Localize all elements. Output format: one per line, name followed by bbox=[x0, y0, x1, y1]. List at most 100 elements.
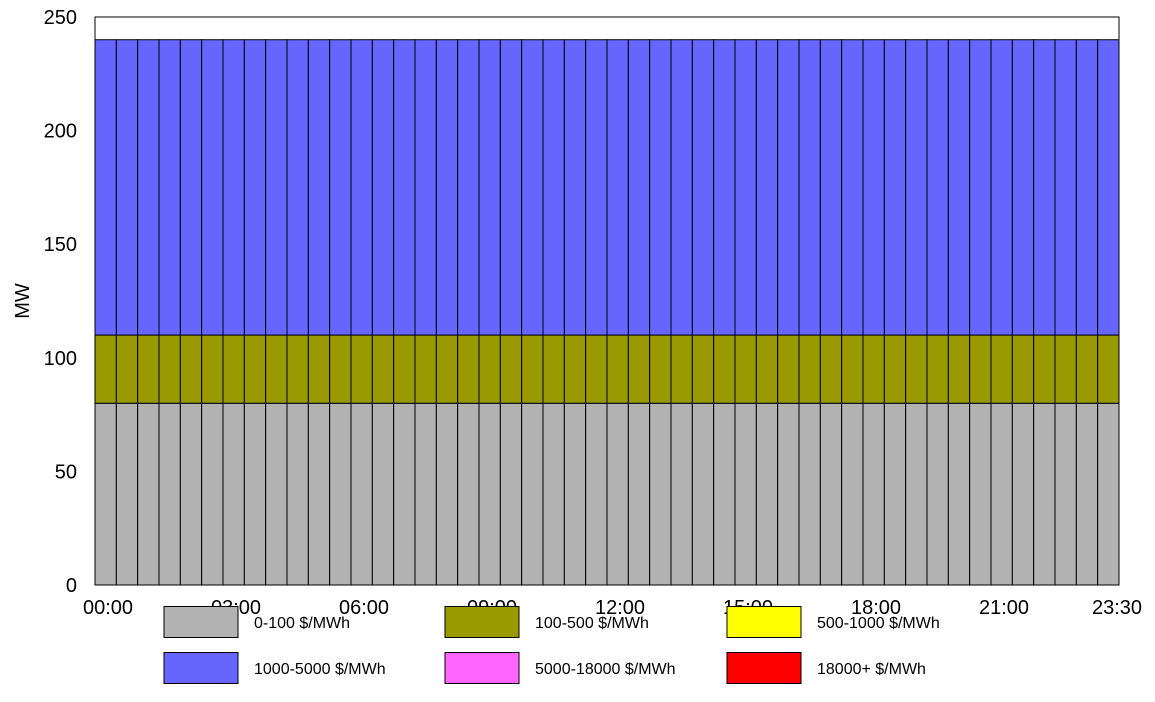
bar-segment bbox=[798, 402, 821, 586]
bar-segment bbox=[905, 39, 928, 336]
bar-segment bbox=[649, 402, 672, 586]
bar-segment bbox=[307, 39, 331, 336]
y-axis-label: MW bbox=[12, 283, 34, 319]
bar-segment bbox=[819, 39, 843, 336]
bar-segment bbox=[969, 39, 992, 336]
bar-segment bbox=[414, 39, 437, 336]
bar-segment bbox=[755, 402, 779, 586]
bar-segment bbox=[798, 334, 821, 404]
bar-segment bbox=[1075, 402, 1099, 586]
x-tick-label: 18:00 bbox=[851, 597, 901, 619]
bar-segment bbox=[499, 334, 523, 404]
bar-segment bbox=[606, 39, 629, 336]
bar-segment bbox=[521, 39, 544, 336]
bar-segment bbox=[329, 402, 352, 586]
x-tick-label: 23:30 bbox=[1092, 597, 1142, 619]
y-tick-label: 100 bbox=[44, 348, 77, 370]
y-tick-label: 150 bbox=[44, 234, 77, 256]
legend-label: 1000-5000 $/MWh bbox=[254, 661, 386, 678]
legend: 0-100 $/MWh 100-500 $/MWh 500-1000 $/MWh 10… bbox=[163, 606, 940, 684]
bar-segment bbox=[1054, 402, 1077, 586]
bar-segment bbox=[137, 39, 160, 336]
bar-segment bbox=[606, 334, 629, 404]
bar-segment bbox=[670, 334, 693, 404]
bar-segment bbox=[819, 334, 843, 404]
bar-segment bbox=[414, 334, 437, 404]
bar-segment bbox=[435, 39, 459, 336]
bar-segment bbox=[691, 402, 715, 586]
bar-segment bbox=[542, 402, 565, 586]
bar-segment bbox=[179, 334, 203, 404]
bar-segment bbox=[969, 334, 992, 404]
bar-segment bbox=[435, 334, 459, 404]
bar-segment bbox=[1054, 39, 1077, 336]
bar-segment bbox=[777, 39, 800, 336]
bar-segment bbox=[137, 334, 160, 404]
legend-label: 100-500 $/MWh bbox=[535, 615, 649, 632]
bar-segment bbox=[713, 402, 736, 586]
bar-segment bbox=[926, 39, 949, 336]
legend-swatch bbox=[726, 606, 802, 638]
bar-segment bbox=[606, 402, 629, 586]
bar-segment bbox=[649, 39, 672, 336]
bar-segment bbox=[734, 39, 757, 336]
bar-segment bbox=[585, 39, 608, 336]
bar-segment bbox=[1097, 334, 1120, 404]
bar-segment bbox=[286, 402, 309, 586]
bar-segment bbox=[435, 402, 459, 586]
bar-segment bbox=[94, 39, 117, 336]
bar-segment bbox=[414, 402, 437, 586]
bar-segment bbox=[649, 334, 672, 404]
bar-segment bbox=[542, 39, 565, 336]
bar-segment bbox=[819, 402, 843, 586]
legend-swatch bbox=[163, 606, 239, 638]
bar-segment bbox=[499, 402, 523, 586]
bar-segment bbox=[990, 334, 1013, 404]
y-tick-label: 200 bbox=[44, 121, 77, 143]
y-tick-label: 50 bbox=[55, 461, 77, 483]
bar-segment bbox=[222, 402, 245, 586]
legend-swatch bbox=[444, 606, 520, 638]
bar-segment bbox=[713, 334, 736, 404]
bar-segment bbox=[563, 334, 587, 404]
bar-segment bbox=[883, 402, 907, 586]
bar-segment bbox=[350, 39, 373, 336]
legend-label: 0-100 $/MWh bbox=[254, 615, 350, 632]
bar-segment bbox=[734, 334, 757, 404]
bar-segment bbox=[393, 402, 416, 586]
legend-swatch bbox=[726, 652, 802, 684]
bar-segment bbox=[734, 402, 757, 586]
bar-segment bbox=[393, 334, 416, 404]
bar-segment bbox=[1011, 39, 1035, 336]
bar-segment bbox=[307, 334, 331, 404]
bar-segment bbox=[1097, 39, 1120, 336]
bar-segment bbox=[243, 402, 267, 586]
bar-segment bbox=[94, 334, 117, 404]
y-tick-label: 0 bbox=[66, 575, 77, 597]
bar-segment bbox=[158, 334, 181, 404]
bar-segment bbox=[905, 334, 928, 404]
bar-segment bbox=[841, 402, 864, 586]
bar-segment bbox=[926, 334, 949, 404]
bar-segment bbox=[393, 39, 416, 336]
bar-segment bbox=[585, 402, 608, 586]
bar-segment bbox=[670, 39, 693, 336]
bar-segment bbox=[329, 334, 352, 404]
legend-label: 5000-18000 $/MWh bbox=[535, 661, 676, 678]
bar-segment bbox=[115, 402, 139, 586]
bar-segment bbox=[201, 39, 224, 336]
bar-segment bbox=[286, 334, 309, 404]
bar-segment bbox=[1054, 334, 1077, 404]
bar-segment bbox=[713, 39, 736, 336]
bar-segment bbox=[798, 39, 821, 336]
bar-segment bbox=[1011, 402, 1035, 586]
bar-segment bbox=[286, 39, 309, 336]
bar-segment bbox=[883, 39, 907, 336]
bar-segment bbox=[905, 402, 928, 586]
bar-segment bbox=[371, 334, 395, 404]
bar-segment bbox=[457, 334, 480, 404]
bar-segment bbox=[755, 39, 779, 336]
bar-segment bbox=[1033, 402, 1056, 586]
bar-segment bbox=[158, 39, 181, 336]
bar-segment bbox=[222, 334, 245, 404]
